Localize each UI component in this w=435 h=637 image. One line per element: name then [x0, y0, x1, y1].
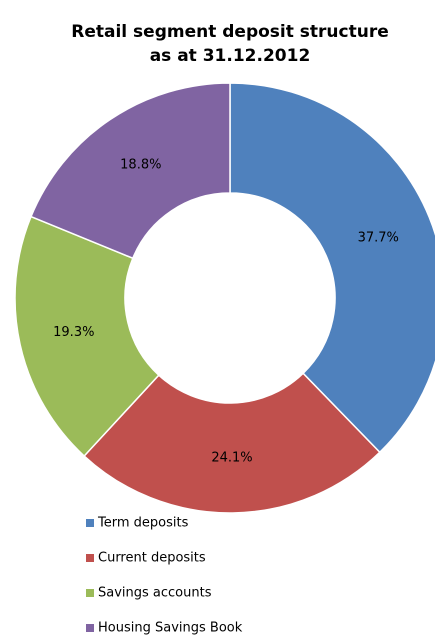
donut-segment: [30, 82, 231, 260]
chart-title: Retail segment deposit structure: [71, 22, 389, 42]
donut-segment: [83, 372, 381, 514]
legend-swatch: [86, 624, 94, 632]
legend-label: Savings accounts: [98, 586, 212, 601]
donut-segment: [229, 82, 435, 454]
legend-label: Housing Savings Book: [98, 621, 243, 636]
legend-swatch: [86, 589, 94, 597]
chart-title: as at 31.12.2012: [150, 46, 311, 66]
data-label: 19.3%: [53, 325, 94, 340]
data-label: 18.8%: [120, 158, 161, 173]
legend-label: Current deposits: [98, 551, 206, 566]
data-label: 24.1%: [211, 450, 252, 465]
data-label: 37.7%: [358, 230, 399, 245]
legend-label: Term deposits: [97, 516, 189, 531]
legend-swatch: [86, 519, 94, 527]
legend-swatch: [86, 554, 94, 562]
donut-segment: [14, 215, 160, 458]
